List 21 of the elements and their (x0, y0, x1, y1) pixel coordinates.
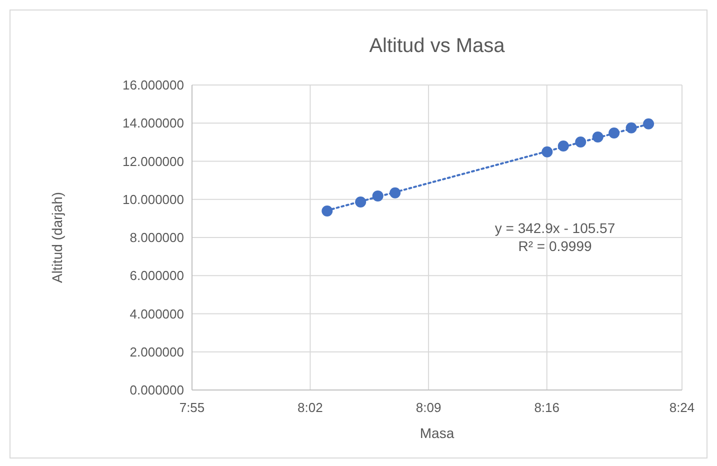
y-tick-label: 6.000000 (130, 268, 184, 284)
annotation: y = 342.9x - 105.57 (494, 220, 616, 236)
y-tick-label: 4.000000 (130, 306, 184, 322)
y-tick-label: 8.000000 (130, 230, 184, 246)
annotation: R² = 0.9999 (518, 238, 592, 254)
x-axis-title: Masa (420, 425, 454, 441)
y-tick-label: 10.000000 (122, 192, 184, 207)
chart-title: Altitud vs Masa (369, 35, 506, 57)
x-tick-label: 8:02 (298, 400, 323, 415)
y-tick-label: 16.000000 (122, 78, 184, 93)
y-axis-title: Altitud (darjah) (49, 192, 65, 284)
y-tick-label: 2.000000 (130, 344, 184, 360)
point (643, 118, 654, 130)
x-tick-label: 7:55 (179, 400, 205, 415)
x-tick-label: 8:24 (669, 400, 695, 415)
x-tick-label: 8:16 (534, 400, 560, 415)
y-tick-label: 14.000000 (122, 116, 184, 131)
y-tick-label: 0.000000 (130, 382, 184, 398)
x-tick-label: 8:09 (416, 400, 442, 415)
point (322, 206, 333, 216)
y-tick-label: 12.000000 (122, 154, 184, 169)
